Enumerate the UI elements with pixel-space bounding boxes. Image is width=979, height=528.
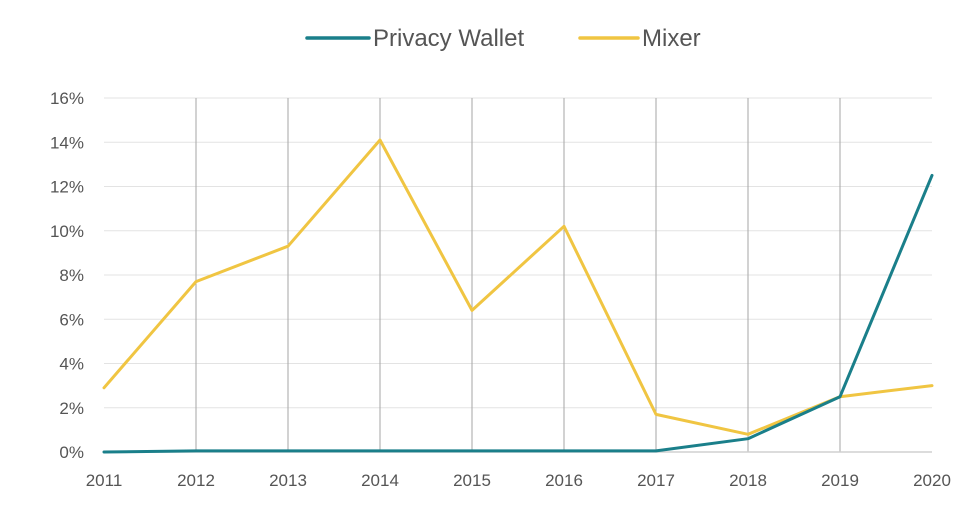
legend-label: Privacy Wallet xyxy=(373,25,524,52)
y-tick-label: 6% xyxy=(59,310,84,329)
y-tick-label: 0% xyxy=(59,443,84,462)
legend-label: Mixer xyxy=(642,25,701,52)
x-tick-label: 2018 xyxy=(729,471,767,490)
y-tick-label: 8% xyxy=(59,266,84,285)
legend: Privacy Wallet Mixer xyxy=(305,25,701,52)
y-tick-label: 14% xyxy=(50,133,84,152)
axes: 0% 2% 4% 6% 8% 10% 12% 14% 16% 2011 2012 2013 2014 20… xyxy=(50,89,951,490)
y-tick-label: 16% xyxy=(50,89,84,108)
x-tick-label: 2012 xyxy=(177,471,215,490)
y-tick-label: 12% xyxy=(50,178,84,197)
x-tick-label: 2015 xyxy=(453,471,491,490)
series-layer xyxy=(102,138,934,454)
series-line-privacy-wallet xyxy=(102,173,934,454)
x-tick-label: 2020 xyxy=(913,471,951,490)
x-tick-label: 2016 xyxy=(545,471,583,490)
grid xyxy=(104,97,932,452)
x-tick-label: 2019 xyxy=(821,471,859,490)
x-tick-label: 2014 xyxy=(361,471,399,490)
y-tick-label: 10% xyxy=(50,222,84,241)
x-tick-label: 2017 xyxy=(637,471,675,490)
x-tick-label: 2013 xyxy=(269,471,307,490)
legend-item: Privacy Wallet xyxy=(305,25,524,52)
y-tick-label: 2% xyxy=(59,399,84,418)
x-tick-label: 2011 xyxy=(86,471,123,490)
series-line-mixer xyxy=(102,138,934,436)
y-tick-label: 4% xyxy=(59,355,84,374)
legend-item: Mixer xyxy=(578,25,701,52)
